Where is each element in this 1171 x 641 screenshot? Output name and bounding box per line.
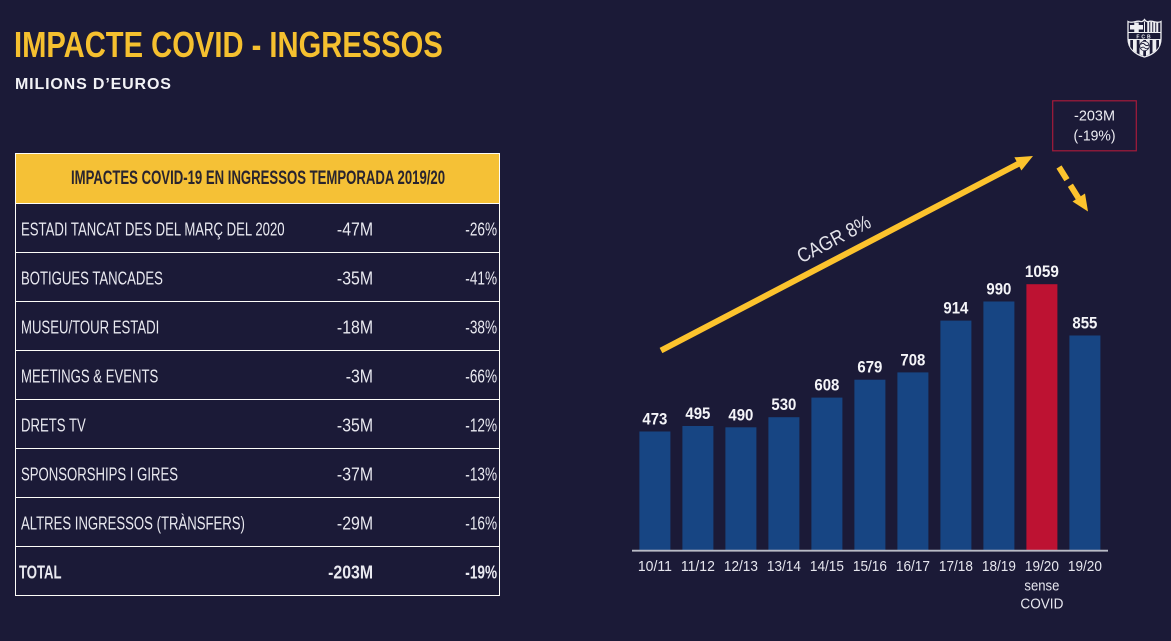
svg-text:10/11: 10/11	[638, 558, 672, 575]
svg-text:14/15: 14/15	[810, 558, 844, 575]
svg-text:19/20: 19/20	[1068, 558, 1102, 575]
svg-text:530: 530	[771, 395, 796, 414]
svg-text:679: 679	[857, 358, 882, 377]
svg-text:608: 608	[814, 376, 839, 395]
svg-text:19/20: 19/20	[1025, 558, 1059, 575]
svg-text:490: 490	[728, 405, 753, 424]
svg-text:473: 473	[642, 410, 667, 429]
svg-text:708: 708	[900, 350, 925, 369]
svg-text:FCB: FCB	[1136, 34, 1152, 40]
svg-text:-203M: -203M	[1074, 108, 1115, 125]
svg-text:13/14: 13/14	[767, 558, 801, 575]
svg-text:(-19%): (-19%)	[1074, 128, 1116, 145]
svg-text:11/12: 11/12	[681, 558, 715, 575]
svg-text:15/16: 15/16	[853, 558, 887, 575]
svg-text:COVID: COVID	[1020, 596, 1063, 613]
svg-text:12/13: 12/13	[724, 558, 758, 575]
svg-text:855: 855	[1072, 314, 1097, 333]
svg-text:sense: sense	[1024, 578, 1059, 595]
svg-text:1059: 1059	[1025, 262, 1059, 281]
svg-text:990: 990	[986, 280, 1011, 299]
svg-text:16/17: 16/17	[896, 558, 930, 575]
svg-text:18/19: 18/19	[982, 558, 1016, 575]
svg-text:17/18: 17/18	[939, 558, 973, 575]
svg-text:495: 495	[685, 404, 710, 423]
svg-text:914: 914	[943, 299, 968, 318]
